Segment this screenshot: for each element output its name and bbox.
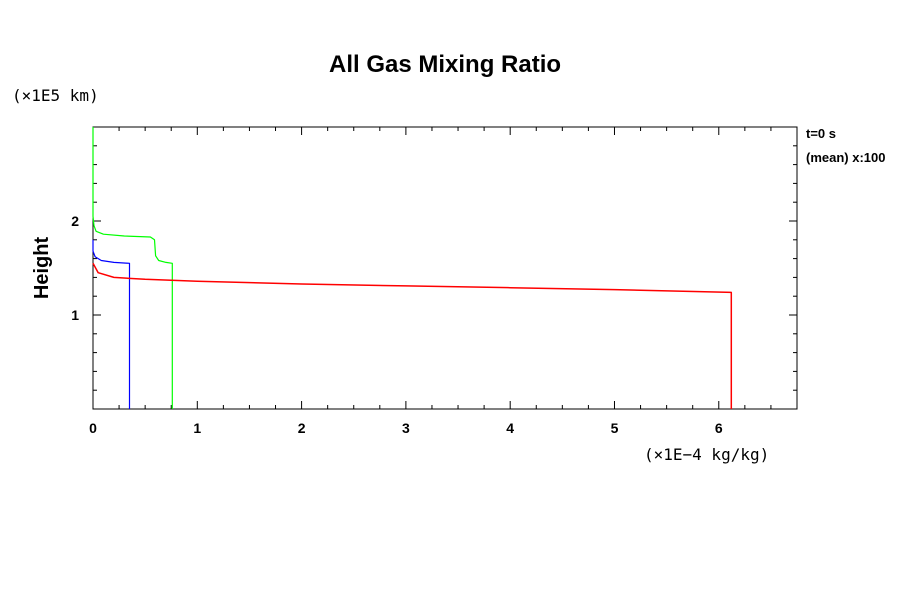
series-line-blue <box>92 239 131 409</box>
y-unit-label: (×1E5 km) <box>12 86 99 105</box>
y-tick-label: 1 <box>71 307 79 323</box>
x-tick-label: 4 <box>506 420 514 436</box>
chart-title: All Gas Mixing Ratio <box>329 51 561 78</box>
x-tick-label: 3 <box>402 420 410 436</box>
annotation-mean: (mean) x:100 <box>806 150 885 165</box>
x-tick-label: 1 <box>193 420 201 436</box>
y-tick-labels: 12 <box>71 213 79 323</box>
axis-ticks <box>93 127 797 409</box>
x-tick-label: 5 <box>611 420 619 436</box>
series-line-red <box>92 262 733 409</box>
annotation-time: t=0 s <box>806 126 836 141</box>
x-unit-label: (×1E−4 kg/kg) <box>644 445 769 464</box>
x-tick-label: 0 <box>89 420 97 436</box>
series-group <box>92 127 733 409</box>
plot-frame <box>92 126 798 410</box>
x-tick-label: 6 <box>715 420 723 436</box>
x-tick-labels: 0 1 2 3 4 5 6 <box>89 420 723 436</box>
y-axis-label: Height <box>31 237 53 300</box>
x-tick-label: 2 <box>298 420 306 436</box>
y-tick-label: 2 <box>71 213 79 229</box>
series-line-green <box>92 127 173 409</box>
